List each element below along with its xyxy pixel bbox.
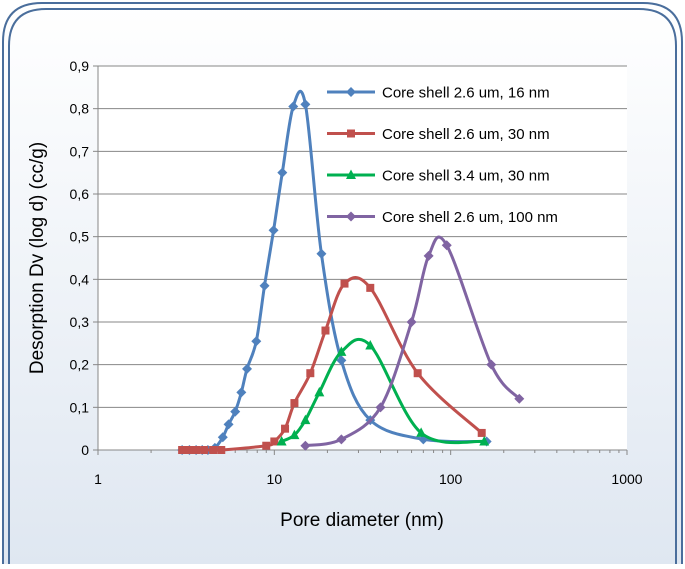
- legend-entry: Core shell 2.6 um, 16 nm: [327, 85, 550, 102]
- data-point: [423, 250, 434, 261]
- data-point: [300, 99, 311, 110]
- series-line: [305, 235, 521, 448]
- legend-label: Core shell 2.6 um, 100 nm: [382, 209, 558, 226]
- data-point: [209, 446, 218, 454]
- data-point: [406, 317, 417, 327]
- y-tick-label: 0,6: [70, 186, 90, 202]
- data-point: [336, 355, 347, 366]
- data-point: [281, 424, 290, 433]
- legend-label: Core shell 3.4 um, 30 nm: [382, 168, 550, 185]
- data-point: [340, 279, 349, 288]
- data-point: [217, 446, 226, 454]
- y-tick-label: 0,3: [70, 314, 90, 330]
- legend-entry: Core shell 2.6 um, 100 nm: [327, 209, 558, 226]
- data-point: [262, 441, 271, 450]
- data-point: [178, 446, 187, 454]
- series-4: [300, 235, 525, 451]
- legend-marker: [346, 211, 356, 222]
- data-point: [217, 432, 228, 443]
- data-point: [416, 427, 427, 437]
- data-point: [200, 446, 209, 454]
- y-tick-label: 0,4: [70, 271, 90, 287]
- data-point: [242, 363, 253, 374]
- y-tick-label: 0,8: [70, 101, 90, 117]
- plot-area: [98, 66, 627, 450]
- data-point: [413, 369, 422, 378]
- data-point: [277, 167, 288, 178]
- series-layer: [177, 89, 525, 455]
- data-point: [289, 429, 300, 440]
- data-point: [336, 434, 347, 445]
- y-tick-label: 0,5: [70, 229, 90, 245]
- legend-label: Core shell 2.6 um, 16 nm: [382, 85, 550, 102]
- data-point: [306, 369, 315, 378]
- x-axis-label: Pore diameter (nm): [280, 510, 444, 531]
- data-point: [270, 437, 279, 446]
- legend: Core shell 2.6 um, 16 nm Core shell 2.6 u…: [327, 85, 558, 226]
- y-tick-label: 0,9: [70, 58, 90, 74]
- data-point: [514, 393, 525, 404]
- x-tick-label: 100: [439, 471, 463, 487]
- data-point: [276, 435, 287, 446]
- grid: [98, 65, 627, 408]
- x-tick-label: 1000: [611, 471, 642, 487]
- data-point: [259, 280, 270, 291]
- axes: 0 0,1 0,2 0,3 0,4 0,5 0,6 0,7 0,8 0,9 1 10 100 1000: [70, 58, 643, 487]
- legend-entry: Core shell 2.6 um, 30 nm: [327, 126, 550, 143]
- data-point: [223, 419, 234, 430]
- series-3: [276, 338, 490, 446]
- x-tick-label: 1: [94, 471, 102, 487]
- data-point: [375, 402, 386, 413]
- data-point: [366, 283, 375, 292]
- y-axis-label: Desorption Dv (log d) (cc/g): [27, 142, 48, 374]
- legend-marker: [346, 169, 356, 179]
- data-point: [336, 346, 347, 356]
- data-point: [316, 248, 327, 259]
- x-tick-label: 10: [267, 471, 283, 487]
- data-point: [185, 446, 194, 454]
- data-point: [365, 339, 376, 350]
- data-point: [321, 326, 330, 335]
- data-point: [290, 399, 299, 408]
- data-point: [486, 359, 497, 370]
- y-tick-label: 0,2: [70, 357, 90, 373]
- data-point: [268, 225, 279, 236]
- data-point: [236, 387, 247, 398]
- data-point: [314, 386, 325, 397]
- data-point: [192, 446, 201, 454]
- data-point: [251, 336, 262, 347]
- panel-frame-inner: [8, 8, 677, 564]
- data-point: [230, 406, 241, 417]
- y-tick-label: 0,1: [70, 399, 90, 415]
- data-point: [300, 440, 311, 451]
- data-point: [441, 240, 452, 251]
- data-point: [479, 435, 490, 446]
- data-point: [288, 101, 299, 112]
- legend-marker: [346, 87, 356, 97]
- y-tick-label: 0: [81, 442, 89, 458]
- y-tick-label: 0,7: [70, 143, 90, 159]
- data-point: [477, 428, 486, 437]
- series-2: [178, 275, 486, 454]
- legend-label: Core shell 2.6 um, 30 nm: [382, 126, 550, 143]
- legend-marker: [347, 129, 355, 138]
- legend-entry: Core shell 3.4 um, 30 nm: [327, 168, 550, 185]
- data-point: [300, 414, 311, 425]
